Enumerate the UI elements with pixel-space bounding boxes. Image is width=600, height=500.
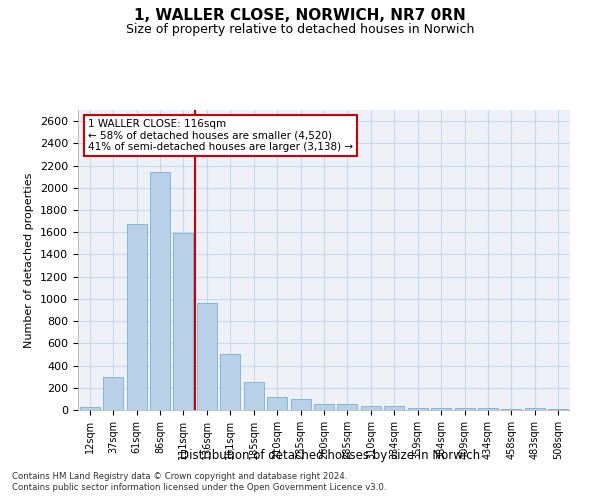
Bar [80, 407, 100, 410]
Bar [408, 408, 428, 410]
Bar [244, 382, 263, 410]
Bar [525, 408, 545, 410]
Text: Size of property relative to detached houses in Norwich: Size of property relative to detached ho… [126, 22, 474, 36]
Text: Distribution of detached houses by size in Norwich: Distribution of detached houses by size … [180, 448, 480, 462]
Bar [314, 404, 334, 410]
Bar [127, 224, 146, 410]
Bar [361, 406, 381, 410]
Bar [150, 172, 170, 410]
Bar [173, 234, 193, 410]
Bar [267, 396, 287, 410]
Bar [385, 406, 404, 410]
Bar [103, 376, 123, 410]
Bar [478, 408, 498, 410]
Bar [337, 404, 358, 410]
Text: 1 WALLER CLOSE: 116sqm
← 58% of detached houses are smaller (4,520)
41% of semi-: 1 WALLER CLOSE: 116sqm ← 58% of detached… [88, 119, 353, 152]
Bar [197, 304, 217, 410]
Text: 1, WALLER CLOSE, NORWICH, NR7 0RN: 1, WALLER CLOSE, NORWICH, NR7 0RN [134, 8, 466, 22]
Bar [455, 408, 475, 410]
Bar [290, 399, 311, 410]
Text: Contains HM Land Registry data © Crown copyright and database right 2024.: Contains HM Land Registry data © Crown c… [12, 472, 347, 481]
Bar [220, 354, 240, 410]
Text: Contains public sector information licensed under the Open Government Licence v3: Contains public sector information licen… [12, 484, 386, 492]
Bar [431, 408, 451, 410]
Y-axis label: Number of detached properties: Number of detached properties [25, 172, 34, 348]
